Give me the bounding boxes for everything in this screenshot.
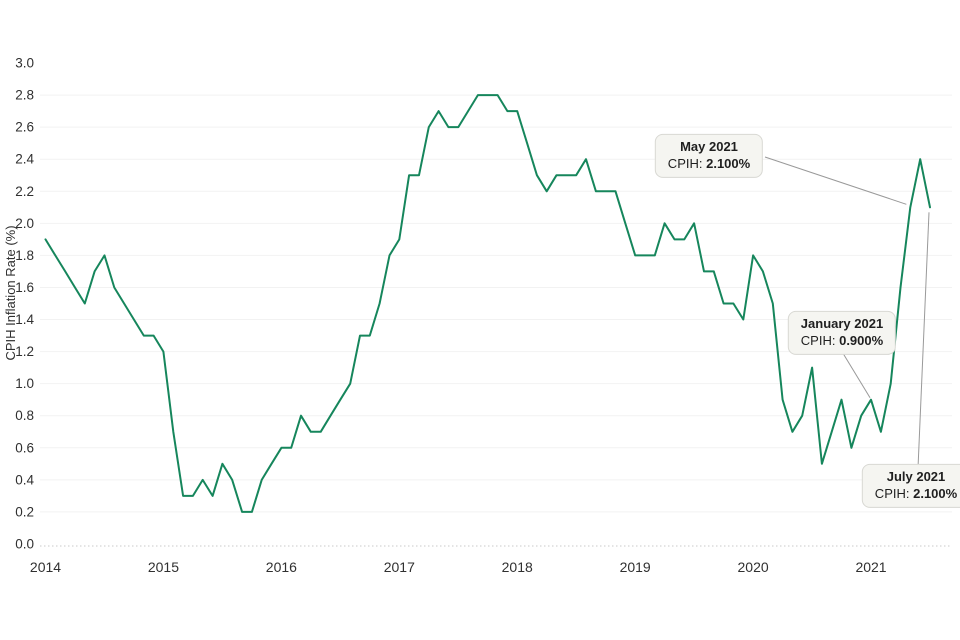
annotation-january-2021: January 2021 CPIH: 0.900% xyxy=(787,310,897,356)
y-tick-label: 1.2 xyxy=(15,344,34,359)
cpih-line-series xyxy=(44,94,931,513)
y-tick-label: 2.6 xyxy=(15,120,34,135)
y-tick-label: 2.8 xyxy=(15,88,34,103)
y-tick-label: 2.2 xyxy=(15,184,34,199)
annotation-leader-line xyxy=(764,156,907,205)
y-tick-label: 0.0 xyxy=(15,537,34,552)
annotation-may-2021: May 2021 CPIH: 2.100% xyxy=(654,133,764,179)
x-tick-label: 2021 xyxy=(855,559,886,575)
x-tick-label: 2015 xyxy=(148,559,179,575)
annotation-title: July 2021 xyxy=(886,468,946,484)
x-tick-label: 2019 xyxy=(620,559,651,575)
annotation-value: 0.900% xyxy=(839,332,884,348)
annotation-leader-line xyxy=(840,349,871,398)
x-tick-label: 2016 xyxy=(266,559,297,575)
y-tick-label: 3.0 xyxy=(15,56,34,71)
y-tick-label: 0.8 xyxy=(15,408,34,423)
annotation-title: January 2021 xyxy=(800,315,884,331)
y-tick-label: 1.8 xyxy=(15,248,34,263)
y-tick-label: 0.2 xyxy=(15,504,34,519)
y-tick-label: 0.4 xyxy=(15,472,34,487)
x-tick-label: 2017 xyxy=(384,559,415,575)
y-axis-title: CPIH Inflation Rate (%) xyxy=(3,225,18,360)
annotation-metric: CPIH: xyxy=(874,485,910,501)
x-tick-label: 2018 xyxy=(502,559,533,575)
x-tick-label: 2020 xyxy=(738,559,769,575)
annotation-title: May 2021 xyxy=(680,138,738,154)
y-tick-label: 1.4 xyxy=(15,312,34,327)
annotation-leader-line xyxy=(917,212,930,469)
annotation-july-2021: July 2021 CPIH: 2.100% xyxy=(861,463,960,509)
y-tick-label: 2.0 xyxy=(15,216,34,231)
annotation-metric: CPIH: xyxy=(667,155,703,171)
annotation-metric: CPIH: xyxy=(800,332,836,348)
y-tick-label: 1.0 xyxy=(15,376,34,391)
y-tick-label: 1.6 xyxy=(15,280,34,295)
annotation-value: 2.100% xyxy=(913,485,958,501)
y-tick-label: 2.4 xyxy=(15,152,34,167)
annotation-value: 2.100% xyxy=(706,155,751,171)
x-tick-label: 2014 xyxy=(30,559,61,575)
y-tick-label: 0.6 xyxy=(15,440,34,455)
